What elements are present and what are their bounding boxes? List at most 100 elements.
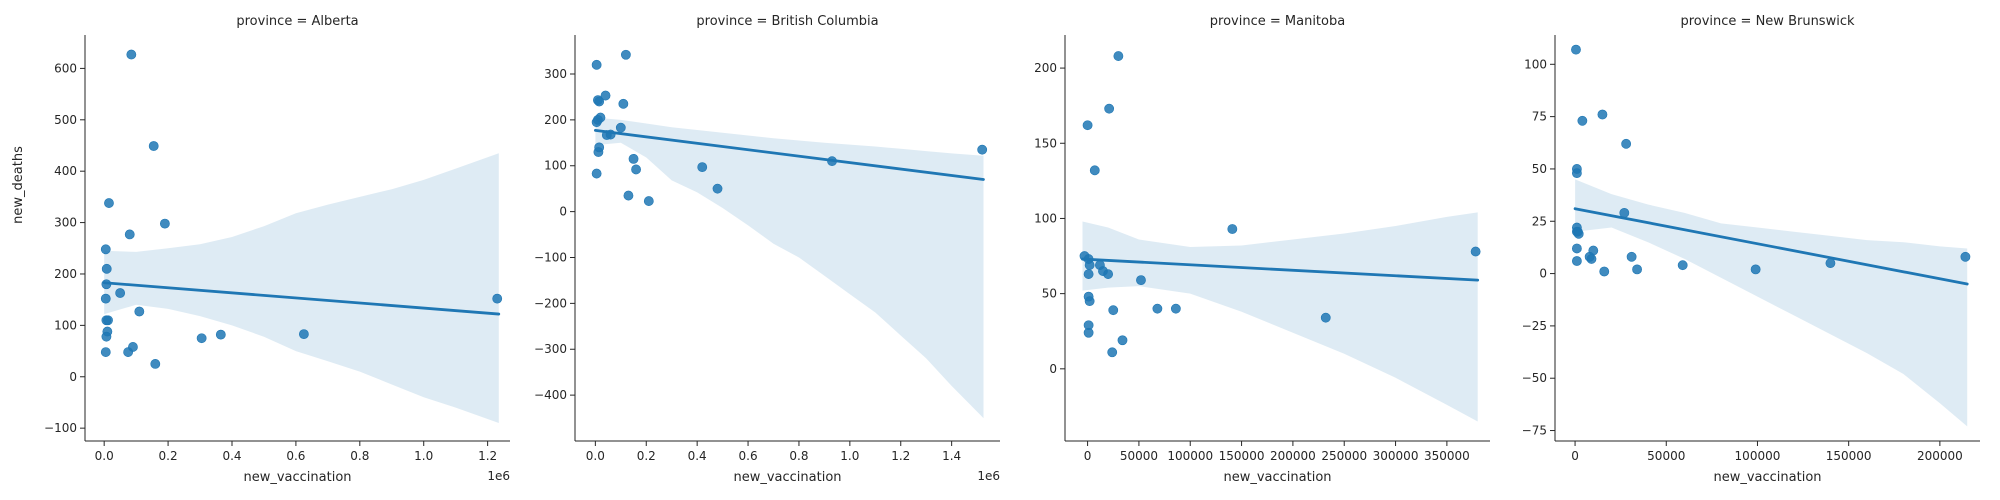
scatter-point — [115, 288, 126, 298]
y-tick-label: 200 — [544, 113, 567, 127]
scatter-point — [150, 359, 161, 369]
scatter-point — [1104, 103, 1115, 114]
y-tick-label: 50 — [1042, 287, 1057, 301]
y-tick-label: −75 — [1522, 424, 1547, 438]
y-tick-label: 200 — [54, 267, 77, 281]
y-tick-label: −400 — [534, 388, 567, 402]
x-tick-label: 0.6 — [286, 449, 305, 463]
scatter-point — [1571, 168, 1582, 179]
panel-title: province = Manitoba — [1210, 14, 1345, 29]
facet-panel-1: province = Alberta 0.0 0.2 0.4 0.6 0.8 1.0 1.2 −… — [44, 14, 510, 485]
scatter-point — [618, 98, 629, 109]
scatter-point — [1677, 260, 1688, 271]
scatter-point — [1825, 258, 1836, 269]
x-tick-label: 50000 — [1120, 449, 1158, 463]
scatter-point — [643, 196, 654, 206]
scatter-point — [100, 244, 111, 255]
panel-title: province = British Columbia — [696, 14, 878, 29]
facet-panel-4: province = New Brunswick 0 50000 100000 1500… — [1522, 14, 1980, 485]
scatter-point — [1571, 243, 1582, 254]
scatter-point — [103, 315, 113, 326]
x-offset-label: 1e6 — [977, 469, 1000, 483]
scatter-points — [591, 49, 988, 206]
x-tick-label: 200000 — [1917, 449, 1963, 463]
scatter-point — [591, 59, 602, 70]
y-tick-label: −100 — [44, 421, 77, 435]
regression-line — [593, 129, 985, 181]
scatter-point — [1113, 51, 1124, 61]
regression-line — [102, 281, 501, 316]
scatter-point — [1621, 138, 1632, 149]
confidence-band — [595, 117, 984, 419]
x-tick-label: 1.2 — [478, 449, 497, 463]
scatter-points — [1571, 44, 1971, 277]
x-tick-label: 250000 — [1321, 449, 1367, 463]
x-tick-label: 0.8 — [350, 449, 369, 463]
scatter-point — [1626, 251, 1637, 262]
y-tick-label: 100 — [1034, 211, 1057, 225]
scatter-point — [615, 122, 626, 133]
y-tick-label: 25 — [1532, 214, 1547, 228]
y-tick-label: 100 — [1524, 57, 1547, 71]
scatter-point — [600, 90, 611, 101]
scatter-point — [123, 347, 134, 357]
facet-panel-3: province = Manitoba 0 50000 100000 150000 200… — [1034, 14, 1490, 485]
scatter-point — [623, 190, 634, 201]
scatter-point — [159, 218, 170, 229]
scatter-point — [1117, 335, 1128, 346]
y-tick-label: −200 — [534, 296, 567, 310]
x-tick-label: 50000 — [1647, 449, 1685, 463]
scatter-point — [1470, 246, 1481, 257]
scatter-point — [1571, 256, 1582, 266]
scatter-point — [124, 229, 135, 240]
scatter-point — [101, 263, 112, 274]
x-tick-label: 0.2 — [637, 449, 656, 463]
x-offset-label: 1e6 — [487, 469, 510, 483]
scatter-point — [100, 293, 111, 304]
y-tick-label: 100 — [54, 318, 77, 332]
scatter-point — [1573, 228, 1584, 239]
scatter-point — [628, 153, 639, 164]
scatter-point — [1083, 327, 1094, 338]
x-tick-label: 300000 — [1373, 449, 1419, 463]
facet-panel-2: province = British Columbia 0.0 0.2 0.4 0.6 0… — [534, 14, 1000, 485]
scatter-point — [1750, 264, 1761, 275]
scatter-point — [1227, 224, 1238, 234]
scatter-point — [1107, 347, 1118, 358]
scatter-point — [591, 117, 602, 128]
scatter-point — [1632, 264, 1642, 275]
x-tick-label: 0.2 — [159, 449, 178, 463]
scatter-point — [101, 331, 112, 342]
scatter-point — [1577, 115, 1588, 126]
y-tick-label: 500 — [54, 113, 77, 127]
facet-panels: province = Alberta 0.0 0.2 0.4 0.6 0.8 1.0 1.2 −… — [44, 14, 1980, 485]
scatter-point — [100, 347, 111, 357]
scatter-point — [977, 144, 988, 155]
x-tick-label: 100000 — [1735, 449, 1781, 463]
confidence-band — [1575, 179, 1968, 427]
x-tick-label: 0.0 — [586, 449, 605, 463]
x-tick-label: 350000 — [1424, 449, 1470, 463]
x-tick-label: 1.4 — [942, 449, 961, 463]
y-tick-label: 50 — [1532, 162, 1547, 176]
x-axis-label: new_vaccination — [243, 470, 351, 485]
scatter-point — [104, 198, 114, 208]
x-tick-label: 1.2 — [891, 449, 910, 463]
y-tick-label: −300 — [534, 342, 567, 356]
scatter-point — [1571, 44, 1581, 55]
scatter-point — [148, 141, 159, 151]
y-tick-label: 0 — [559, 205, 567, 219]
scatter-point — [1152, 303, 1163, 314]
scatter-point — [1103, 269, 1114, 279]
x-tick-label: 0.4 — [222, 449, 241, 463]
regression-line — [1573, 207, 1969, 286]
y-tick-label: 0 — [1539, 267, 1547, 281]
scatter-point — [631, 164, 641, 175]
x-tick-label: 0.4 — [688, 449, 707, 463]
x-tick-label: 0.6 — [739, 449, 758, 463]
scatter-points — [1079, 51, 1481, 358]
x-axis-label: new_vaccination — [1713, 470, 1821, 485]
shared-y-axis-label: new_deaths — [11, 146, 26, 224]
y-tick-label: 200 — [1034, 61, 1057, 75]
